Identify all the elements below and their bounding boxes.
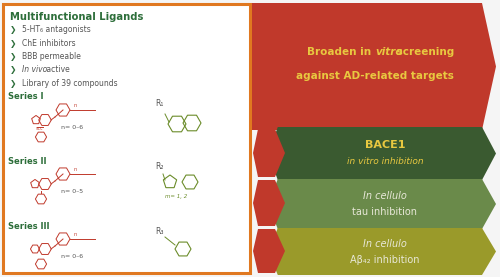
- Text: tau inhibition: tau inhibition: [352, 207, 418, 217]
- Text: In cellulo: In cellulo: [363, 191, 407, 201]
- FancyBboxPatch shape: [3, 4, 250, 273]
- Text: against AD-related targets: against AD-related targets: [296, 71, 454, 81]
- Text: screening: screening: [393, 47, 454, 57]
- Text: In vivo: In vivo: [22, 65, 47, 75]
- Text: R₂: R₂: [155, 162, 164, 171]
- Text: SO₂: SO₂: [36, 127, 44, 131]
- Text: active: active: [44, 65, 70, 75]
- Text: R₃: R₃: [155, 227, 164, 236]
- Text: ❯: ❯: [10, 25, 16, 34]
- Text: n= 0–5: n= 0–5: [61, 189, 83, 194]
- Text: In cellulo: In cellulo: [363, 239, 407, 249]
- Polygon shape: [268, 127, 496, 180]
- Text: Multifunctional Ligands: Multifunctional Ligands: [10, 12, 143, 22]
- Text: vitro: vitro: [375, 47, 402, 57]
- Text: Series I: Series I: [8, 92, 44, 101]
- Text: R₁: R₁: [155, 99, 164, 108]
- Polygon shape: [253, 180, 285, 226]
- Text: ChE inhibitors: ChE inhibitors: [22, 39, 76, 47]
- Text: n= 0–6: n= 0–6: [61, 125, 83, 130]
- Text: n: n: [74, 103, 76, 108]
- Text: Series III: Series III: [8, 222, 50, 231]
- Polygon shape: [252, 3, 496, 130]
- Text: in vitro inhibition: in vitro inhibition: [346, 157, 424, 165]
- Text: n: n: [74, 232, 76, 237]
- Text: 5-HT₆ antagonists: 5-HT₆ antagonists: [22, 25, 91, 34]
- Text: Broaden in: Broaden in: [307, 47, 375, 57]
- Text: ❯: ❯: [10, 39, 16, 47]
- Polygon shape: [253, 129, 285, 177]
- Text: ❯: ❯: [10, 52, 16, 61]
- Polygon shape: [253, 229, 285, 273]
- Text: m= 1, 2: m= 1, 2: [165, 194, 187, 199]
- Text: BBB permeable: BBB permeable: [22, 52, 81, 61]
- Text: n: n: [74, 167, 76, 172]
- Text: n= 0–6: n= 0–6: [61, 254, 83, 259]
- Text: Aβ₄₂ inhibition: Aβ₄₂ inhibition: [350, 255, 420, 265]
- Polygon shape: [268, 228, 496, 275]
- Text: ❯: ❯: [10, 79, 16, 88]
- Text: BACE1: BACE1: [365, 140, 405, 150]
- Text: Library of 39 compounds: Library of 39 compounds: [22, 79, 118, 88]
- Polygon shape: [268, 179, 496, 229]
- Text: ❯: ❯: [10, 65, 16, 75]
- Text: Series II: Series II: [8, 157, 46, 166]
